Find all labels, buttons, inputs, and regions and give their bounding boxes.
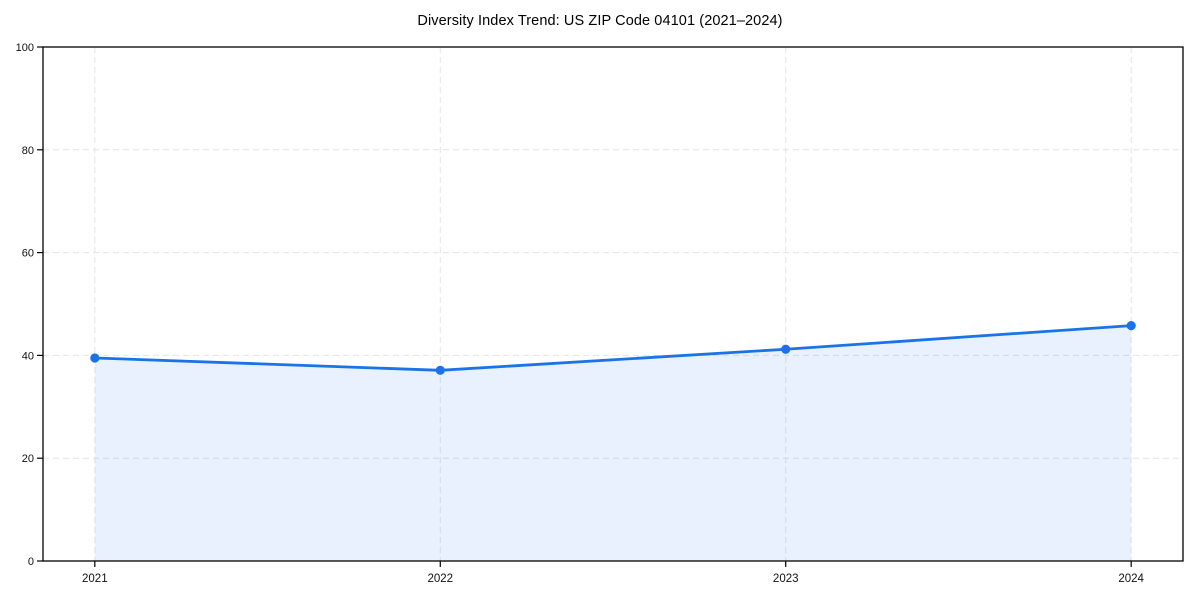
data-point-2023 — [781, 344, 791, 354]
y-axis-tick-label: 0 — [28, 556, 34, 568]
plot-border — [42, 46, 1184, 562]
y-axis-tick-label: 60 — [22, 248, 34, 260]
y-axis-tick-label: 80 — [22, 145, 34, 157]
x-axis-tick-label: 2024 — [1118, 573, 1144, 585]
y-axis-tick-label: 40 — [22, 350, 34, 362]
x-axis-tick-label: 2022 — [427, 573, 453, 585]
data-point-2022 — [435, 365, 445, 375]
trend-line — [93, 324, 1133, 372]
area-fill — [94, 325, 1132, 561]
y-axis-tick-label: 100 — [16, 42, 34, 54]
data-point-2021 — [90, 353, 100, 363]
chart-title: Diversity Index Trend: US ZIP Code 04101… — [417, 13, 783, 29]
data-point-2024 — [1126, 320, 1136, 331]
x-axis-tick-label: 2023 — [773, 573, 799, 585]
y-axis-tick-label: 20 — [22, 453, 34, 465]
x-axis-tick-label: 2021 — [82, 573, 108, 585]
